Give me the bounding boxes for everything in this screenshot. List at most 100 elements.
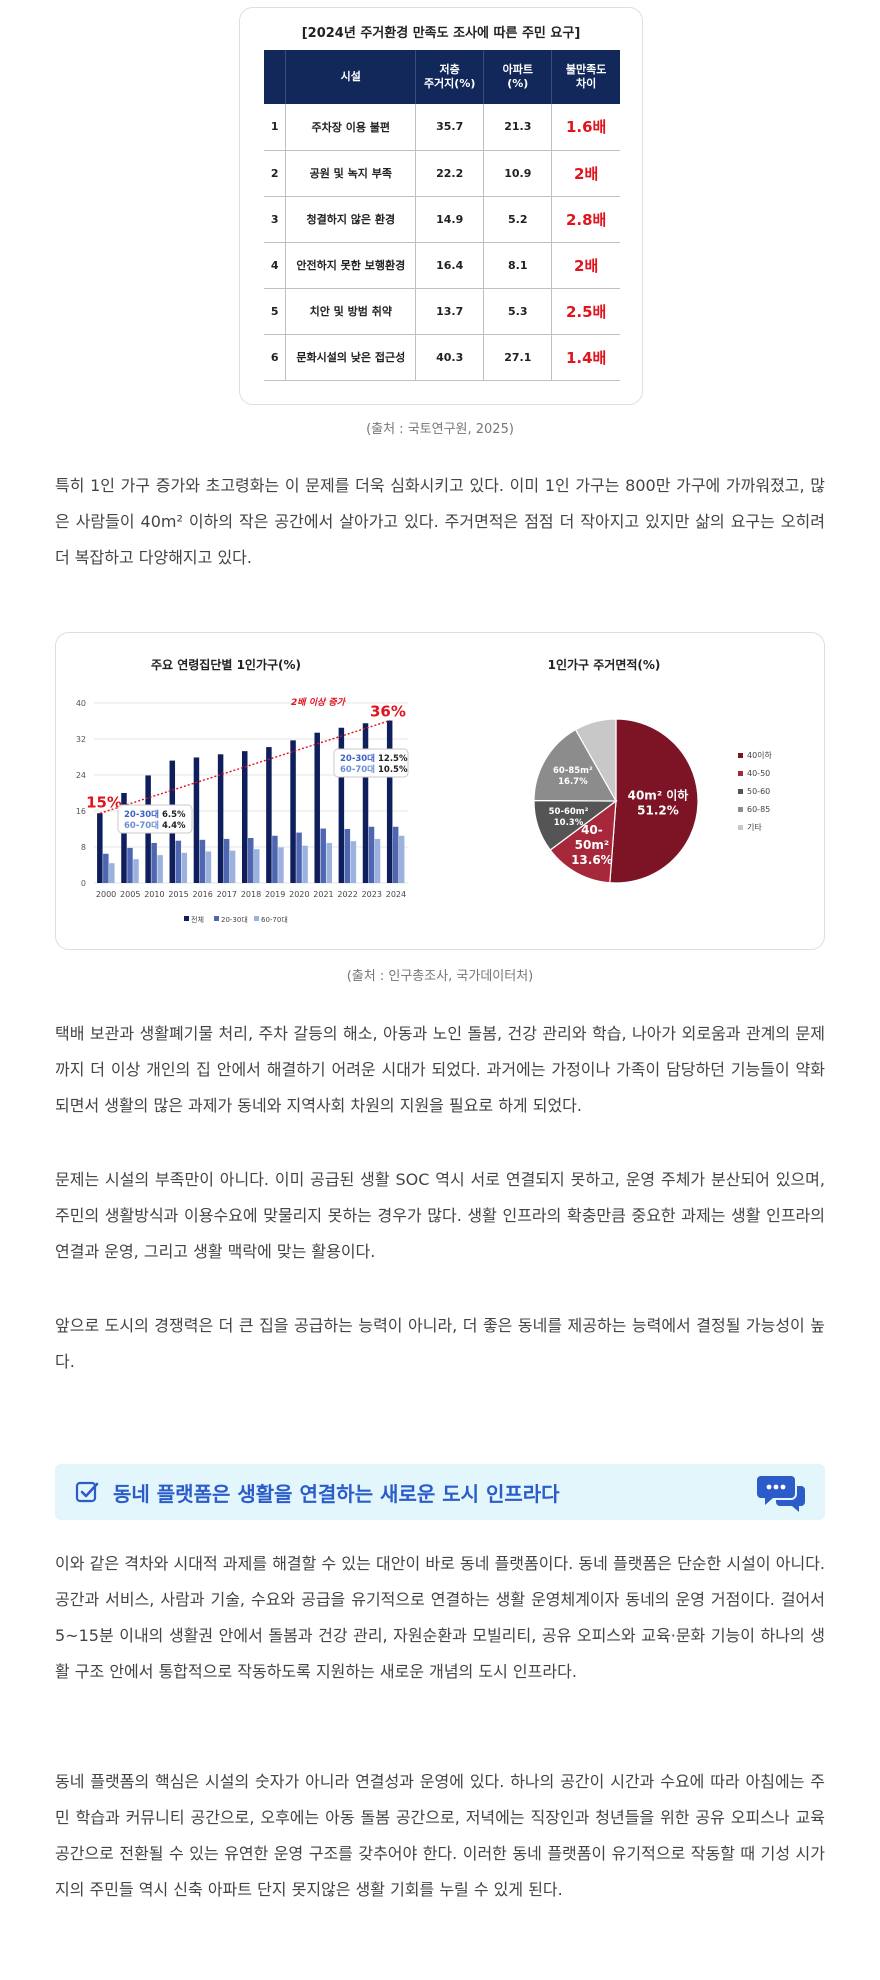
bar-20-30대-2017 xyxy=(223,838,230,883)
bar-60-70대-2020 xyxy=(302,845,308,883)
start-value-label: 15% xyxy=(86,793,122,811)
row-facility: 치안 및 방범 취약 xyxy=(285,288,417,335)
legend-label: 전체 xyxy=(191,915,204,924)
x-tick-label: 2019 xyxy=(265,890,285,899)
bar-60-70대-2018 xyxy=(254,849,260,883)
trend-annotation: 2배 이상 증가 xyxy=(291,697,347,708)
x-tick-label: 2015 xyxy=(168,890,188,899)
chart-card: 주요 연령집단별 1인가구(%) 0 8 16 24 32 40 2000 2005 2010 20… xyxy=(55,632,825,950)
pie-legend-label: 50-60 xyxy=(747,787,770,796)
bar-60-70대-2019 xyxy=(278,847,284,883)
pie-legend-swatch xyxy=(738,825,743,830)
row-facility: 청결하지 않은 환경 xyxy=(285,196,417,243)
bar-60-70대-2017 xyxy=(229,850,236,883)
pie-slice-40-50 xyxy=(549,799,617,884)
bar-전체-2022 xyxy=(338,727,345,883)
pie-slice-label: 40m² 이하 xyxy=(628,787,689,802)
x-tick-label: 2021 xyxy=(313,890,333,899)
charts-svg: 주요 연령집단별 1인가구(%) 0 8 16 24 32 40 2000 2005 2010 20… xyxy=(76,657,773,924)
table-row: 6 문화시설의 낮은 접근성 40.3 27.1 1.4배 xyxy=(264,334,620,381)
bar-전체-2000 xyxy=(97,813,103,883)
bar-전체-2023 xyxy=(362,723,369,883)
callout-box xyxy=(333,748,409,778)
end-value-label: 36% xyxy=(370,703,406,721)
pie-slice-label: 50-60m² xyxy=(549,807,589,817)
bar-전체-2020 xyxy=(290,740,296,883)
pie-legend-swatch xyxy=(738,771,743,776)
row-low-rise: 13.7 xyxy=(415,288,485,335)
header-low-rise: 저층 주거지(%) xyxy=(415,50,485,104)
legend-label: 20-30대 xyxy=(221,916,248,924)
bar-20-30대-2018 xyxy=(248,838,254,883)
section-title: 동네 플랫폼은 생활을 연결하는 새로운 도시 인프라다 xyxy=(113,1482,560,1506)
pie-legend-label: 60-85 xyxy=(747,805,770,814)
x-tick-label: 2022 xyxy=(337,890,357,899)
x-tick-label: 2000 xyxy=(96,890,116,899)
legend-swatch xyxy=(254,916,259,921)
pie-legend-swatch xyxy=(738,807,743,812)
pie-slice-label: 50m² xyxy=(575,838,609,852)
bar-60-70대-2021 xyxy=(326,842,332,883)
y-tick-label: 0 xyxy=(81,879,86,888)
paragraph-5: 이와 같은 격차와 시대적 과제를 해결할 수 있는 대안이 바로 동네 플랫폼… xyxy=(55,1554,825,1681)
row-number: 3 xyxy=(264,196,287,243)
pie-slice-label: 16.7% xyxy=(558,777,588,787)
pie-slice-label: 10.3% xyxy=(554,818,584,828)
section-banner: 동네 플랫폼은 생활을 연결하는 새로운 도시 인프라다 xyxy=(55,1464,825,1520)
row-low-rise: 40.3 xyxy=(415,334,485,381)
trend-line xyxy=(99,719,391,814)
row-apartment: 21.3 xyxy=(483,104,553,151)
row-low-rise: 14.9 xyxy=(415,196,485,243)
y-tick-label: 40 xyxy=(76,699,86,708)
header-apartment: 아파트 (%) xyxy=(483,50,553,104)
bar-전체-2021 xyxy=(314,732,320,883)
bar-전체-2017 xyxy=(217,754,224,883)
paragraph-6: 동네 플랫폼의 핵심은 시설의 숫자가 아니라 연결성과 운영에 있다. 하나의… xyxy=(55,1772,825,1899)
callout-series-name: 60-70대 xyxy=(340,764,375,775)
bar-60-70대-2015 xyxy=(181,852,188,883)
callout-value: 12.5% xyxy=(378,754,408,764)
x-tick-label: 2024 xyxy=(386,890,406,899)
bar-전체-2019 xyxy=(266,747,272,883)
bar-전체-2018 xyxy=(242,751,248,883)
pie-slice-label: 51.2% xyxy=(637,803,679,817)
pie-slice-40이하 xyxy=(609,718,699,884)
bar-전체-2024 xyxy=(386,720,393,883)
pie-slice-기타 xyxy=(574,718,617,804)
bar-60-70대-2005 xyxy=(133,859,139,883)
pie-slice-label: 60-85m² xyxy=(553,766,593,776)
survey-table-card: [2024년 주거환경 만족도 조사에 따른 주민 요구] 시설 저층 주거지(%… xyxy=(239,7,643,405)
row-low-rise: 16.4 xyxy=(415,242,485,289)
bar-20-30대-2020 xyxy=(296,832,302,883)
chart-caption: (출처 : 인구총조사, 국가데이터처) xyxy=(346,969,534,984)
bar-60-70대-2022 xyxy=(350,841,357,883)
row-low-rise: 35.7 xyxy=(415,104,485,151)
row-facility: 주차장 이용 불편 xyxy=(285,104,417,151)
bar-20-30대-2000 xyxy=(103,853,109,883)
y-tick-label: 16 xyxy=(76,807,86,816)
row-diff: 2배 xyxy=(551,242,620,289)
x-tick-label: 2005 xyxy=(120,890,140,899)
table-header-row: 시설 저층 주거지(%) 아파트 (%) 불만족도 차이 xyxy=(264,50,620,104)
bar-20-30대-2010 xyxy=(151,842,157,883)
bar-20-30대-2015 xyxy=(175,840,182,883)
row-apartment: 8.1 xyxy=(483,242,553,289)
table-row: 4 안전하지 못한 보행환경 16.4 8.1 2배 xyxy=(264,242,620,289)
paragraph-3: 문제는 시설의 부족만이 아니다. 이미 공급된 생활 SOC 역시 서로 연결… xyxy=(55,1170,825,1261)
callout-value: 6.5% xyxy=(162,810,186,820)
row-number: 4 xyxy=(264,242,287,289)
row-diff: 2.8배 xyxy=(551,196,620,243)
y-tick-label: 8 xyxy=(81,843,86,852)
callout-value: 10.5% xyxy=(378,765,408,775)
pie-legend-swatch xyxy=(738,753,743,758)
row-number: 5 xyxy=(264,288,287,335)
callout-value: 4.4% xyxy=(162,821,186,831)
table-row: 2 공원 및 녹지 부족 22.2 10.9 2배 xyxy=(264,150,620,197)
bar-60-70대-2024 xyxy=(398,835,405,883)
callout-series-name: 20-30대 xyxy=(124,809,159,820)
table-caption: (출처 : 국토연구원, 2025) xyxy=(366,422,514,437)
paragraph-2: 택배 보관과 생활폐기물 처리, 주차 갈등의 해소, 아동과 노인 돌봄, 건… xyxy=(55,1024,825,1115)
pie-chart-title: 1인가구 주거면적(%) xyxy=(548,657,661,672)
x-tick-label: 2018 xyxy=(241,890,261,899)
header-diff: 불만족도 차이 xyxy=(551,50,620,104)
